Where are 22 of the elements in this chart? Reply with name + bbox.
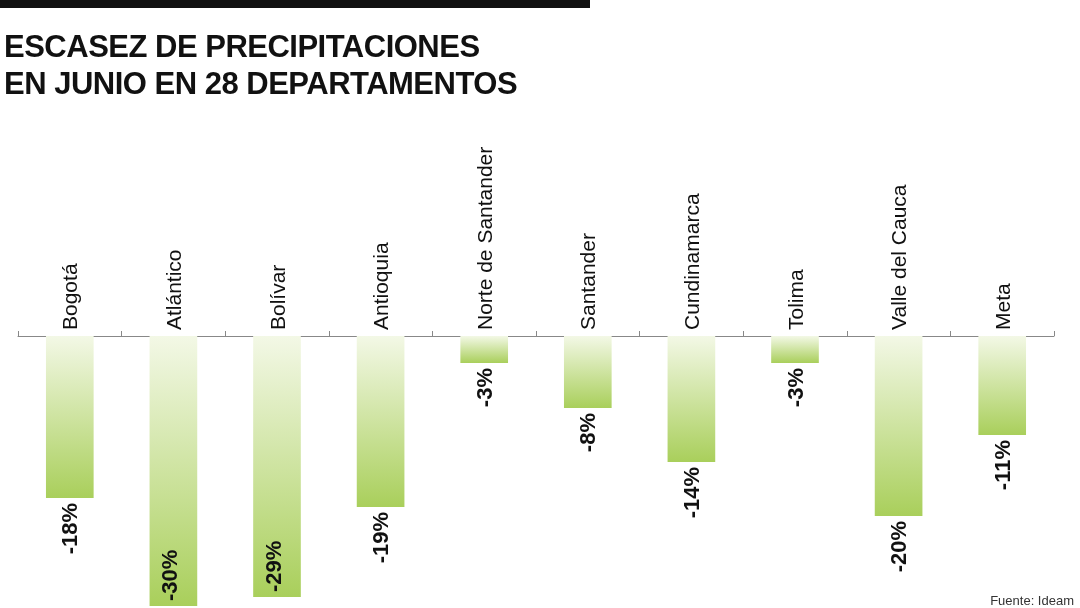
annotation: Fuente: Ideam [990,593,1074,608]
data-label: -20% [886,521,912,573]
x-tick-label: Bolívar [265,264,289,330]
data-label: -30% [156,549,182,601]
x-tick-label: Antioquia [369,242,393,330]
data-label: -29% [260,540,286,592]
data-label: -3% [471,368,497,408]
x-tick-label: Meta [990,282,1014,330]
x-tick-label: Norte de Santander [472,146,496,330]
x-tick-label: Bogotá [58,263,82,330]
data-label: -8% [575,413,601,453]
x-tick-label: Valle del Cauca [887,184,911,330]
x-tick-label: Tolima [783,269,807,330]
data-label: -19% [368,512,394,564]
data-label: -11% [989,440,1015,491]
x-tick-label: Santander [576,233,600,330]
x-tick-label: Atlántico [161,249,185,330]
data-label: -14% [678,467,704,519]
chart-title: ESCASEZ DE PRECIPITACIONES EN JUNIO EN 28 DEPARTAMENTOS [4,28,519,102]
x-tick-label: Cundinamarca [679,193,703,330]
data-label: -18% [57,503,83,555]
data-label: -3% [782,368,808,408]
